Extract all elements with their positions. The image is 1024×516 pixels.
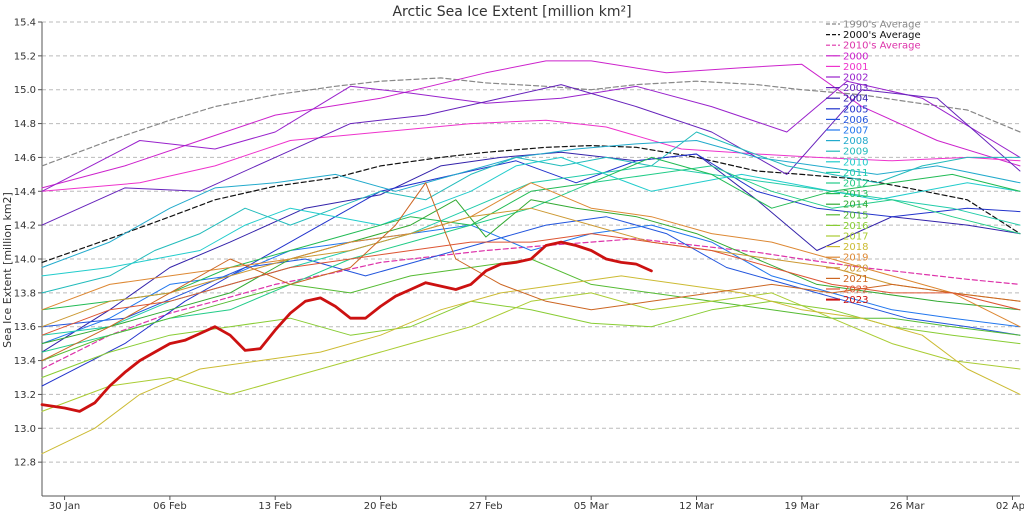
legend-entry-2003: 2003 [843,83,868,94]
series-line-2001 [41,119,1021,192]
y-tick-label: 14.8 [14,119,36,130]
series-line-2003 [41,84,1021,226]
legend-entry-2009: 2009 [843,147,868,158]
series-line-2020 [41,207,1021,328]
legend-entry-2006: 2006 [843,115,868,126]
legend-entry-2007: 2007 [843,126,868,137]
x-tick-label: 30 Jan [49,501,80,512]
x-tick-label: 12 Mar [679,501,715,512]
y-tick-label: 15.4 [14,18,36,29]
legend-entry-2022: 2022 [843,285,868,296]
series-line-2010 [41,156,1021,277]
legend-entry-2018: 2018 [843,242,868,253]
series-line-2005 [41,153,1021,387]
series-line-2014 [41,199,1021,345]
series-line-2013 [41,156,1021,311]
y-tick-label: 13.4 [14,356,36,367]
legend-entry-2016: 2016 [843,221,868,232]
y-tick-label: 14.0 [14,255,36,266]
series-line-2021 [41,182,1021,362]
y-tick-label: 14.4 [14,187,36,198]
y-tick-label: 13.0 [14,424,36,435]
series-line-2022 [41,233,1021,336]
series-line-2007 [41,224,1021,345]
x-tick-label: 13 Feb [258,501,292,512]
legend-entry-2012: 2012 [843,179,868,190]
y-tick-label: 14.6 [14,153,36,164]
legend-entry-2021: 2021 [843,274,868,285]
legend-entry-2000-s-average: 2000's Average [843,30,921,41]
y-tick-label: 13.2 [14,390,36,401]
legend-entry-2017: 2017 [843,232,868,243]
chart-title: Arctic Sea Ice Extent [million km²] [392,4,631,20]
legend-entry-2019: 2019 [843,253,868,264]
legend-entry-2011: 2011 [843,168,868,179]
legend-entry-2014: 2014 [843,200,868,211]
legend-entry-2004: 2004 [843,94,868,105]
x-tick-label: 20 Feb [364,501,398,512]
series-line-2017 [41,292,1021,412]
legend-entry-2013: 2013 [843,189,868,200]
series-line-2002 [41,80,1021,192]
y-tick-label: 15.2 [14,51,36,62]
y-tick-label: 12.8 [14,458,36,469]
series-line-1990-s-average [41,77,1021,167]
legend-entry-2005: 2005 [843,104,868,115]
axes: 12.8 13.0 13.2 13.4 13.6 13.8 14.0 14.2 14.4 14.6… [14,18,1024,513]
legend-entry-2008: 2008 [843,136,868,147]
series-line-2006 [41,216,1021,336]
y-tick-label: 13.8 [14,288,36,299]
legend-entry-2001: 2001 [843,62,868,73]
x-tick-label: 02 Apr [996,501,1024,512]
legend-entry-1990-s-average: 1990's Average [843,20,921,31]
series-lines [40,60,1021,455]
gridlines [42,21,1020,463]
series-line-2018 [41,275,1021,455]
y-tick-label: 14.2 [14,221,36,232]
series-line-2023 [40,240,653,413]
legend-entry-2010-s-average: 2010's Average [843,41,921,52]
legend-entry-2002: 2002 [843,73,868,84]
legend-entry-2015: 2015 [843,210,868,221]
legend-entry-2010: 2010 [843,157,868,168]
y-axis-label: Sea Ice Extent [million km2] [1,192,14,348]
series-line-2000-s-average [41,145,1021,263]
x-tick-label: 19 Mar [784,501,820,512]
x-tick-label: 05 Mar [574,501,610,512]
y-tick-label: 13.6 [14,322,36,333]
series-line-2000 [41,60,1021,189]
legend-entry-2020: 2020 [843,263,868,274]
legend-entry-2000: 2000 [843,51,868,62]
legend-entry-2023: 2023 [843,295,868,306]
y-tick-label: 15.0 [14,85,36,96]
x-tick-label: 26 Mar [890,501,926,512]
x-tick-label: 06 Feb [153,501,187,512]
x-tick-label: 27 Feb [469,501,503,512]
